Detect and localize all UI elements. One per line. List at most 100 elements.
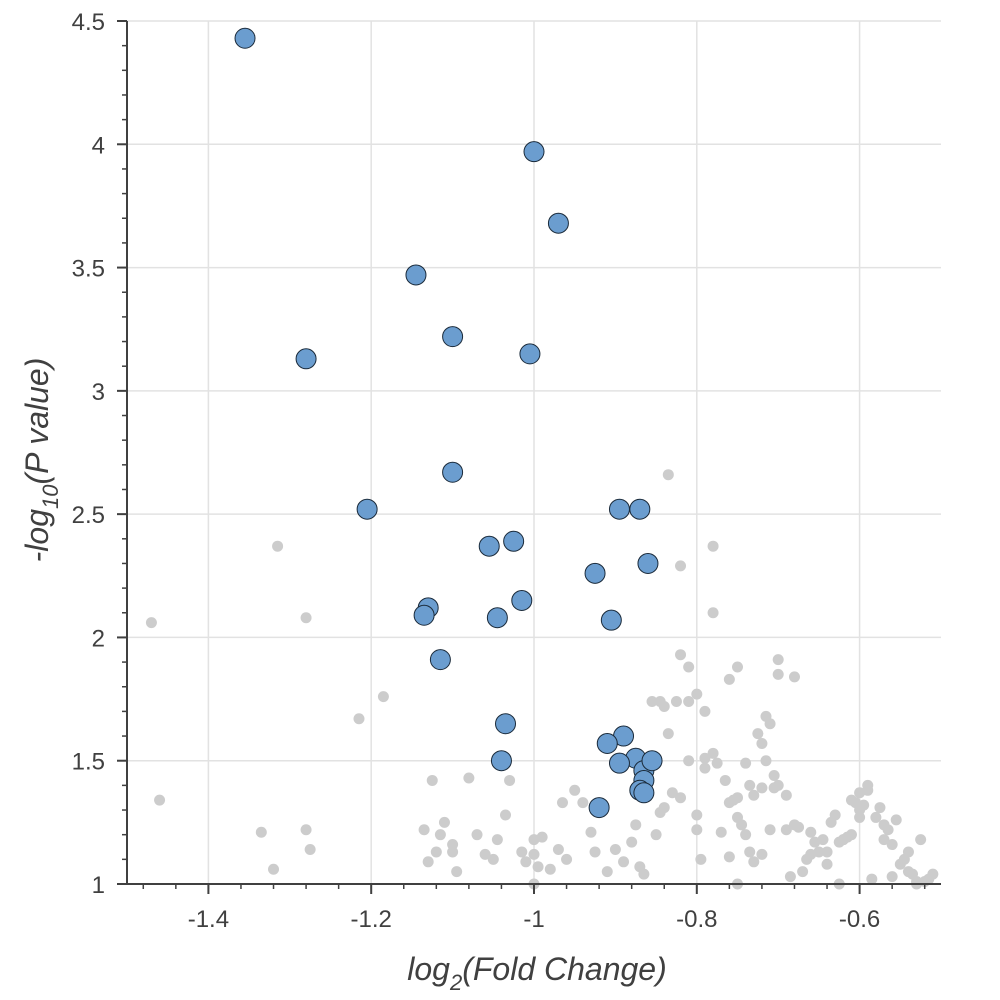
background-points <box>145 469 939 890</box>
background-point <box>418 824 430 836</box>
background-point <box>422 856 434 868</box>
background-point <box>675 649 687 661</box>
background-point <box>821 846 833 858</box>
background-point <box>805 826 817 838</box>
background-point <box>646 696 658 708</box>
highlighted-point <box>356 498 378 520</box>
x-tick-label: -1 <box>523 906 544 933</box>
background-point <box>500 809 512 821</box>
background-point <box>756 782 768 794</box>
background-point <box>556 797 568 809</box>
background-point <box>707 540 719 552</box>
background-point <box>658 700 670 712</box>
background-point <box>772 668 784 680</box>
background-point <box>699 752 711 764</box>
highlighted-point <box>413 604 435 626</box>
highlighted-point <box>519 343 541 365</box>
background-point <box>691 824 703 836</box>
background-point <box>601 866 613 878</box>
background-point <box>516 846 528 858</box>
background-point <box>752 728 764 740</box>
background-point <box>715 826 727 838</box>
background-point <box>732 661 743 673</box>
background-point <box>707 747 719 759</box>
background-point <box>479 848 491 860</box>
highlighted-point <box>596 732 618 754</box>
x-axis-title: log2(Fold Change) <box>407 951 667 995</box>
background-point <box>451 866 463 878</box>
background-point <box>845 829 857 841</box>
highlighted-point <box>503 530 525 552</box>
highlighted-point <box>442 461 464 483</box>
background-point <box>756 848 768 860</box>
background-point <box>707 607 719 619</box>
background-point <box>768 770 780 782</box>
background-point <box>504 774 516 786</box>
y-tick-label: 3 <box>92 379 105 406</box>
background-point <box>691 809 703 821</box>
highlighted-point <box>511 589 533 611</box>
background-point <box>618 856 630 868</box>
background-point <box>561 853 573 865</box>
background-point <box>491 834 503 846</box>
background-point <box>748 856 760 868</box>
highlighted-point <box>234 27 256 49</box>
background-point <box>666 787 678 799</box>
background-point <box>675 560 687 572</box>
background-point <box>683 696 695 708</box>
background-point <box>430 846 442 858</box>
y-tick-label: 4.5 <box>72 9 105 36</box>
y-tick-label: 4 <box>92 132 105 159</box>
background-point <box>829 809 841 821</box>
background-point <box>874 802 886 814</box>
background-point <box>683 755 695 767</box>
background-point <box>536 831 548 843</box>
background-point <box>719 774 731 786</box>
background-point <box>589 846 601 858</box>
background-point <box>723 851 735 863</box>
background-point <box>793 821 805 833</box>
y-tick-label: 3.5 <box>72 256 105 283</box>
highlighted-point <box>442 326 464 348</box>
background-point <box>577 797 589 809</box>
y-tick-label: 2.5 <box>72 502 105 529</box>
background-point <box>736 819 748 831</box>
highlighted-point <box>523 141 545 163</box>
background-point <box>772 779 784 791</box>
highlighted-point <box>429 649 451 671</box>
background-point <box>528 848 540 860</box>
highlighted-point <box>608 752 630 774</box>
x-tick-label: -0.6 <box>839 906 880 933</box>
background-point <box>630 819 642 831</box>
axes <box>117 20 941 894</box>
x-tick-label: -0.8 <box>676 906 717 933</box>
highlighted-point <box>637 552 659 574</box>
background-point <box>744 779 756 791</box>
background-point <box>434 829 446 841</box>
highlighted-point <box>633 782 655 804</box>
background-point <box>569 784 581 796</box>
background-point <box>854 811 866 823</box>
background-point <box>609 843 621 855</box>
background-point <box>650 829 662 841</box>
background-point <box>902 846 914 858</box>
background-point <box>471 829 483 841</box>
background-point <box>654 806 666 818</box>
highlighted-point <box>584 562 606 584</box>
background-point <box>878 819 890 831</box>
background-point <box>377 691 389 703</box>
background-point <box>723 673 735 685</box>
y-axis-title: -log10(P value) <box>19 358 63 563</box>
background-point <box>487 853 499 865</box>
background-point <box>866 873 878 885</box>
background-point <box>300 612 312 624</box>
background-point <box>784 871 796 883</box>
highlighted-point <box>547 212 569 234</box>
background-point <box>552 843 564 855</box>
background-point <box>732 792 743 804</box>
background-point <box>675 792 687 804</box>
y-tick-label: 2 <box>92 625 105 652</box>
background-point <box>691 688 703 700</box>
background-point <box>438 816 450 828</box>
